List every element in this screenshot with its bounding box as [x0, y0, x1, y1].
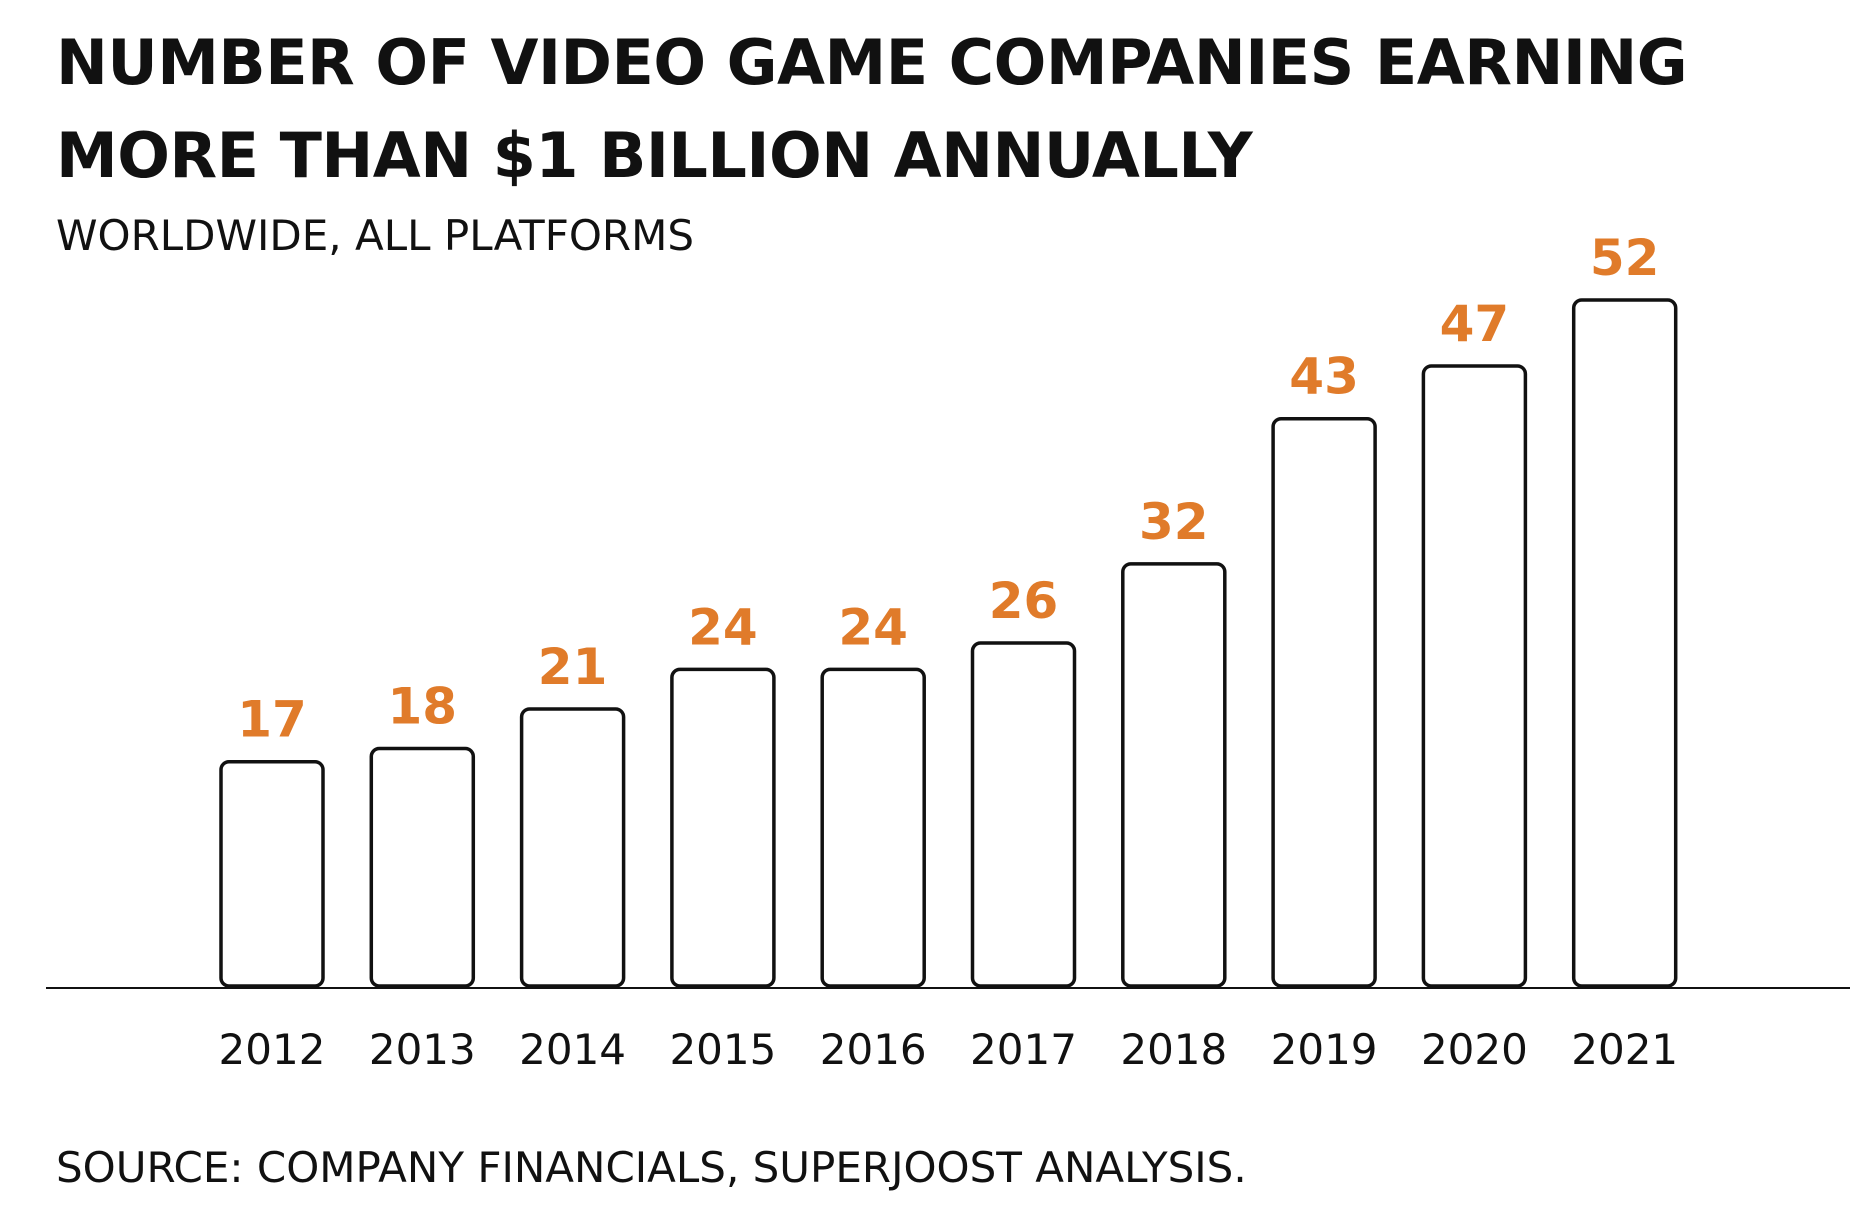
x-tick-label-2019: 2019 — [1271, 1025, 1378, 1074]
value-label-2019: 43 — [1289, 348, 1359, 406]
value-label-2015: 24 — [688, 598, 758, 656]
bar-2021 — [1571, 298, 1678, 988]
value-label-2012: 17 — [237, 691, 307, 749]
x-tick-label-2017: 2017 — [970, 1025, 1077, 1074]
x-tick-label-2012: 2012 — [219, 1025, 326, 1074]
x-tick-label-2020: 2020 — [1421, 1025, 1528, 1074]
x-tick-label-2014: 2014 — [519, 1025, 626, 1074]
value-label-2018: 32 — [1139, 493, 1209, 551]
value-label-2014: 21 — [538, 638, 608, 696]
bar-2016 — [820, 667, 926, 988]
chart-title: NUMBER OF VIDEO GAME COMPANIES EARNING M… — [56, 26, 1688, 192]
bar-2012 — [219, 759, 325, 988]
value-label-2016: 24 — [838, 598, 908, 656]
value-label-2017: 26 — [989, 572, 1059, 630]
bar-2020 — [1421, 364, 1528, 988]
bar-2014 — [519, 707, 626, 988]
x-tick-labels-group: 2012 2013 2014 2015 2016 2017 2018 2019 2020 2021 — [219, 1025, 1679, 1074]
value-labels-group: 17 18 21 24 24 26 32 43 47 52 — [237, 229, 1659, 749]
x-tick-label-2015: 2015 — [669, 1025, 776, 1074]
bar-2017 — [970, 641, 1077, 988]
chart-subtitle: WORLDWIDE, ALL PLATFORMS — [56, 211, 694, 260]
x-tick-label-2018: 2018 — [1120, 1025, 1227, 1074]
value-label-2021: 52 — [1590, 229, 1660, 287]
bar-2015 — [670, 667, 776, 988]
bar-2018 — [1121, 562, 1227, 988]
x-tick-label-2016: 2016 — [820, 1025, 927, 1074]
bar-2019 — [1271, 416, 1377, 988]
x-tick-label-2021: 2021 — [1571, 1025, 1678, 1074]
value-label-2013: 18 — [388, 678, 458, 736]
bars-group — [219, 298, 1678, 988]
x-tick-label-2013: 2013 — [369, 1025, 476, 1074]
value-label-2020: 47 — [1440, 295, 1510, 353]
bar-2013 — [369, 746, 476, 988]
source-note: SOURCE: COMPANY FINANCIALS, SUPERJOOST A… — [56, 1143, 1247, 1192]
